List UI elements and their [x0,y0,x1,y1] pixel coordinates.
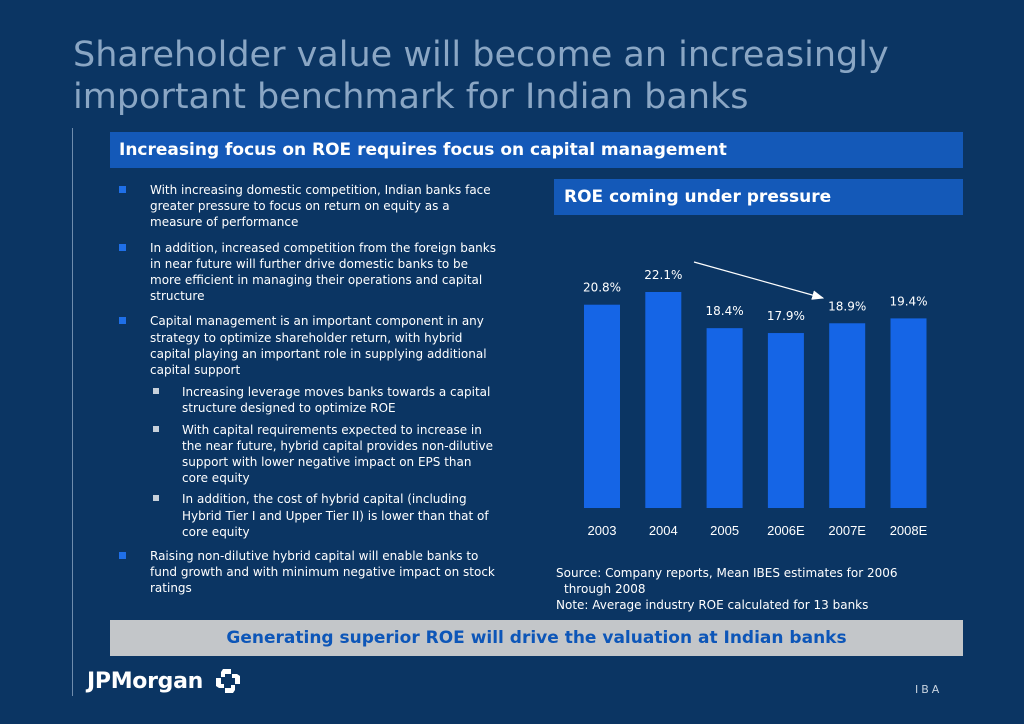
bullet-text: In addition, increased competition from … [150,240,496,304]
sub-bullet-marker-icon [153,495,159,502]
bar-2007E [829,323,866,508]
data-label-2007E: 18.9% [828,299,866,313]
data-label-2003: 20.8% [583,281,621,295]
x-tick-label-2005: 2005 [710,523,739,538]
chart-header: ROE coming under pressure [554,179,963,215]
x-tick-label-2006E: 2006E [767,523,805,538]
bullet-marker-icon [119,186,126,193]
divider-line [72,128,73,696]
bullet-list: With increasing domestic competition, In… [118,182,498,606]
bullet-marker-icon [119,317,126,325]
bullet-item: With increasing domestic competition, In… [118,182,498,231]
data-label-2004: 22.1% [644,268,682,282]
sub-bullet-text: With capital requirements expected to in… [182,422,493,486]
page-tag: IBA [915,683,943,696]
bullet-marker-icon [119,552,126,560]
source-notes: Source: Company reports, Mean IBES estim… [556,565,936,613]
bullet-item: In addition, increased competition from … [118,240,498,305]
bar-2006E [767,333,804,508]
bar-2005 [706,328,743,508]
data-label-2008E: 19.4% [889,294,927,308]
bar-2004 [645,292,682,508]
data-label-2005: 18.4% [706,304,744,318]
bullet-text: Raising non-dilutive hybrid capital will… [150,549,495,596]
sub-bullet-item: Increasing leverage moves banks towards … [118,384,498,416]
footer-banner: Generating superior ROE will drive the v… [110,620,963,656]
trend-arrow [693,261,825,300]
x-tick-label-2003: 2003 [588,523,617,538]
source-line-continued: through 2008 [564,582,646,596]
bullet-item: Raising non-dilutive hybrid capital will… [118,548,498,597]
bullet-item: Capital management is an important compo… [118,313,498,378]
sub-bullet-marker-icon [153,388,159,395]
sub-bullet-text: Increasing leverage moves banks towards … [182,385,491,416]
bullet-text: Capital management is an important compo… [150,314,487,378]
roe-bar-chart: 20.8% 2003 22.1% 2004 18.4% 2005 17.9% 2006E 18.… [583,261,928,538]
bullet-marker-icon [119,243,126,251]
x-tick-label-2007E: 2007E [828,523,866,538]
section-header: Increasing focus on ROE requires focus o… [110,132,963,168]
bar-2008E [890,318,927,508]
jpmorgan-logo: JPMorgan [87,669,204,694]
sub-bullet-text: In addition, the cost of hybrid capital … [182,492,489,539]
jpmorgan-octagon-icon [216,669,240,693]
bar-2003 [584,304,620,508]
sub-bullet-item: In addition, the cost of hybrid capital … [118,491,498,540]
note-line: Note: Average industry ROE calculated fo… [556,598,869,612]
source-line: Source: Company reports, Mean IBES estim… [556,566,898,580]
x-tick-label-2008E: 2008E [890,523,928,538]
sub-bullet-item: With capital requirements expected to in… [118,422,498,487]
x-tick-label-2004: 2004 [649,523,678,538]
sub-bullet-marker-icon [153,425,159,432]
data-label-2006E: 17.9% [767,309,805,323]
bullet-text: With increasing domestic competition, In… [150,183,491,230]
page-title: Shareholder value will become an increas… [73,35,889,117]
